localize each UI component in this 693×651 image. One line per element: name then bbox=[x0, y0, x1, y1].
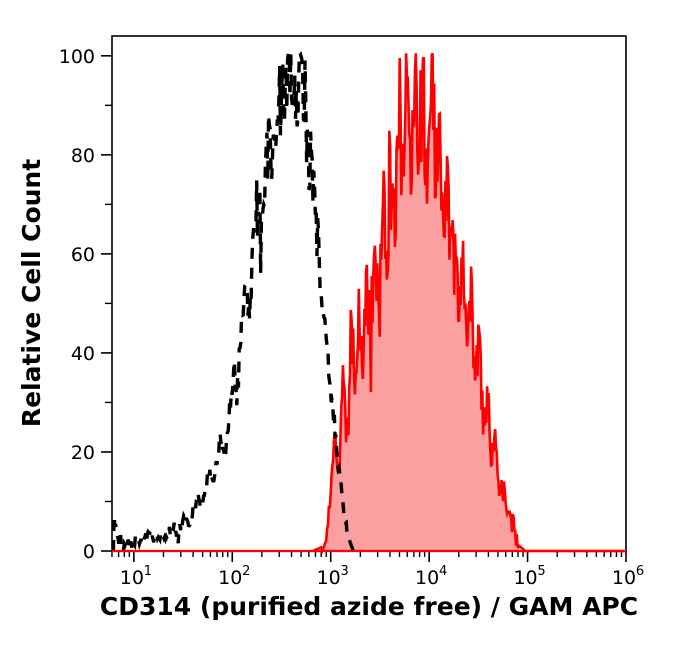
sample-outline bbox=[312, 52, 626, 555]
y-tick-label: 80 bbox=[71, 145, 95, 167]
x-tick-exponent: 6 bbox=[636, 564, 644, 579]
y-axis-title: Relative Cell Count bbox=[17, 159, 46, 427]
sample-fill-area bbox=[321, 53, 520, 551]
x-tick-label: 10 bbox=[218, 567, 242, 589]
y-tick-label: 0 bbox=[83, 541, 95, 563]
sample-histogram-series bbox=[312, 52, 626, 555]
x-tick-exponent: 4 bbox=[439, 564, 447, 579]
y-axis-ticks: 0 20 40 60 80 100 bbox=[59, 46, 112, 563]
x-tick-label: 10 bbox=[513, 567, 537, 589]
x-axis-title: CD314 (purified azide free) / GAM APC bbox=[100, 592, 638, 621]
x-tick-exponent: 3 bbox=[341, 564, 349, 579]
y-tick-label: 100 bbox=[59, 46, 95, 68]
x-tick-exponent: 1 bbox=[144, 564, 152, 579]
x-tick-label: 10 bbox=[317, 567, 341, 589]
control-histogram-series bbox=[111, 51, 355, 552]
control-outline bbox=[111, 51, 355, 552]
x-tick-exponent: 5 bbox=[537, 564, 545, 579]
x-tick-label: 10 bbox=[612, 567, 636, 589]
y-tick-label: 60 bbox=[71, 244, 95, 266]
x-tick-label: 10 bbox=[415, 567, 439, 589]
y-tick-label: 40 bbox=[71, 343, 95, 365]
x-tick-exponent: 2 bbox=[242, 564, 250, 579]
y-tick-label: 20 bbox=[71, 442, 95, 464]
x-tick-label: 10 bbox=[120, 567, 144, 589]
